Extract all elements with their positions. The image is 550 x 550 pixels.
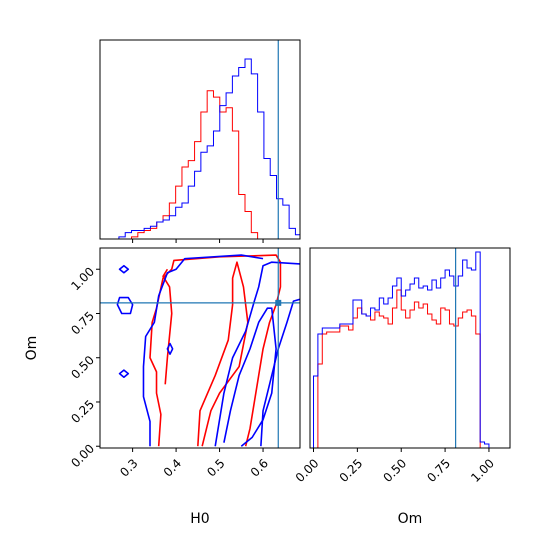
om-hist-xtick-label-4: 1.00 [468, 456, 497, 485]
contour-xtick-label-1: 0.4 [161, 456, 184, 479]
contour-xlabel: H0 [190, 511, 209, 527]
contour-xtick-label-3: 0.6 [248, 456, 271, 479]
contour-line-9 [118, 369, 130, 378]
om-hist-xlabel: Om [398, 511, 423, 527]
om-hist-series-1-step [313, 251, 490, 448]
contour-ylabel: Om [24, 336, 40, 361]
om-hist-xtick-label-1: 0.25 [337, 456, 366, 485]
h0-hist-frame [99, 39, 301, 240]
contour-line-5 [223, 307, 277, 447]
contour-ytick-label-0: 0.00 [68, 441, 97, 470]
contour-line-4 [214, 261, 300, 447]
contour-ytick-label-1: 0.25 [68, 397, 97, 426]
contour-line-7 [116, 296, 134, 315]
contour-xtick-label-2: 0.5 [204, 456, 227, 479]
contour-panel: 0.3 0.4 0.5 0.6 0.00 0.25 0.50 0.75 1.00 H0 Om [24, 247, 301, 527]
contour-line-8 [118, 264, 130, 274]
contour-line-6 [260, 298, 300, 447]
contour-line-3 [142, 254, 264, 447]
om-hist-xtick-label-0: 0.00 [293, 456, 322, 485]
contour-line-10 [166, 342, 174, 355]
contour-line-2 [162, 268, 173, 385]
contour-frame [99, 247, 301, 449]
contour-xtick-label-0: 0.3 [117, 456, 140, 479]
om-hist-frame [309, 247, 511, 449]
h0-hist-series-0-step [100, 90, 300, 239]
contour-ytick-label-4: 1.00 [68, 264, 97, 293]
om-hist-xtick-label-2: 0.50 [380, 456, 409, 485]
contour-line-1 [197, 261, 249, 447]
h0-hist-panel [99, 39, 301, 243]
om-hist-xtick-label-3: 0.75 [424, 456, 453, 485]
contour-truth-marker [275, 299, 282, 306]
contour-ytick-label-2: 0.50 [68, 353, 97, 382]
om-hist-panel: 0.00 0.25 0.50 0.75 1.00 Om [293, 247, 511, 527]
h0-hist-series-1-step [100, 58, 300, 239]
om-hist-series-0-step [313, 289, 489, 448]
contour-ytick-label-3: 0.75 [68, 309, 97, 338]
contour-line-0 [149, 254, 282, 447]
